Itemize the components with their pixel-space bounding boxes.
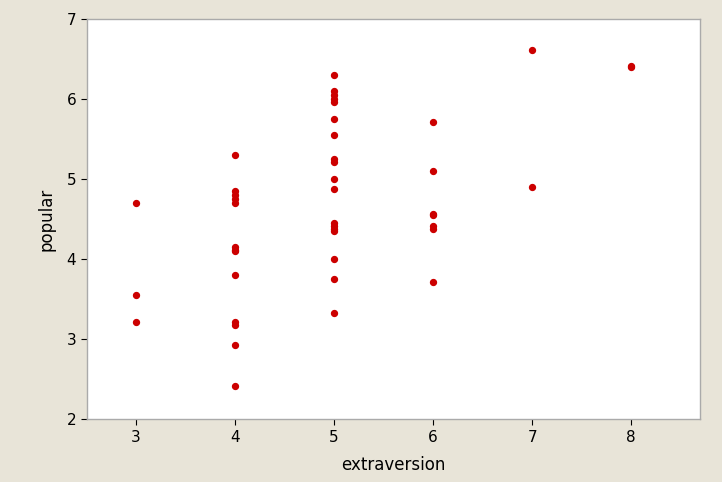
Point [625,64,637,71]
Point [329,71,340,79]
Point [329,225,340,233]
Point [230,341,241,349]
Point [230,321,241,329]
Point [230,382,241,389]
Point [329,87,340,95]
Point [230,271,241,279]
Point [427,278,439,285]
Point [427,222,439,229]
Point [427,212,439,219]
Point [230,191,241,199]
Point [329,175,340,183]
Point [427,210,439,217]
Point [131,318,142,325]
Y-axis label: popular: popular [38,187,56,251]
X-axis label: extraversion: extraversion [342,456,445,474]
Point [230,151,241,159]
Point [230,246,241,254]
Point [329,219,340,227]
Point [230,196,241,203]
Point [230,318,241,325]
Point [427,167,439,175]
Point [230,247,241,255]
Point [329,132,340,139]
Point [329,222,340,229]
Point [329,255,340,263]
Point [329,185,340,193]
Point [329,98,340,106]
Point [329,156,340,163]
Point [329,309,340,317]
Point [526,46,538,54]
Point [230,243,241,251]
Point [131,292,142,299]
Point [329,95,340,103]
Point [625,62,637,69]
Point [427,118,439,125]
Point [230,187,241,195]
Point [526,184,538,191]
Point [131,200,142,207]
Point [427,225,439,233]
Point [329,115,340,123]
Point [329,228,340,235]
Point [329,275,340,283]
Point [230,200,241,207]
Point [329,92,340,99]
Point [329,158,340,165]
